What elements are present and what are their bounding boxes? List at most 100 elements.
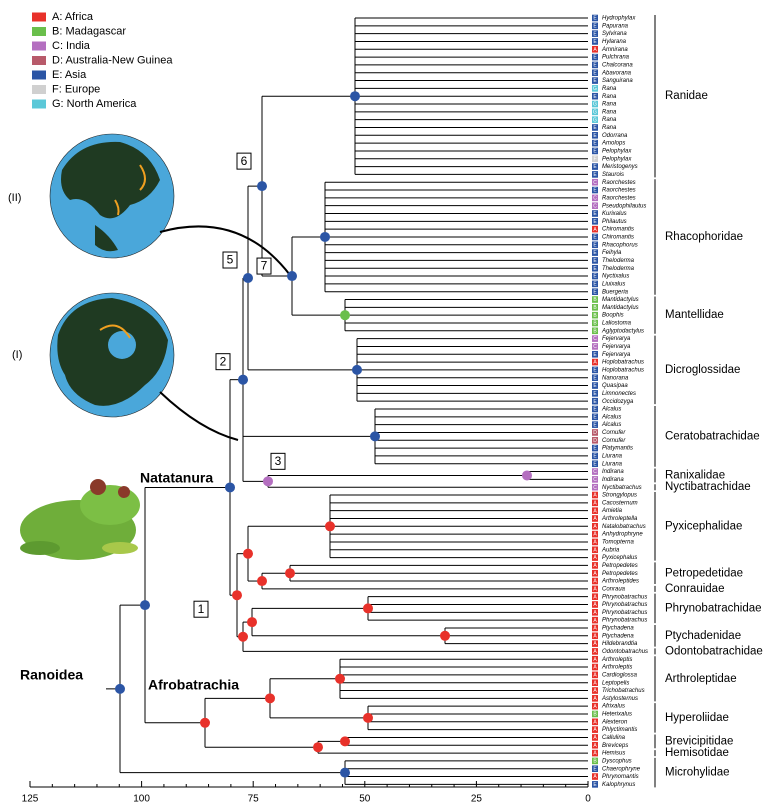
node-dot (257, 181, 267, 192)
family-name: Odontobatrachidae (665, 645, 763, 657)
taxon-name: Papurana (602, 23, 629, 29)
taxon-name: Callulina (602, 735, 626, 741)
taxon-name: Liurana (602, 453, 623, 459)
region-box (592, 116, 598, 123)
region-code: A (593, 626, 597, 632)
region-code: E (593, 250, 597, 256)
taxon-name: Raorchestes (602, 180, 636, 186)
taxon-name: Ptychadena (602, 633, 634, 639)
taxon-name: Hemisus (602, 751, 625, 757)
tick-label: 50 (359, 794, 371, 805)
region-box (592, 108, 598, 116)
region-box (592, 233, 598, 241)
taxon-name: Theloderma (602, 266, 635, 272)
taxon-name: Phrynomantis (602, 774, 639, 780)
region-box (592, 139, 598, 147)
taxon-name: Phrynobatrachus (602, 594, 647, 600)
region-box (592, 632, 598, 640)
region-box (592, 30, 598, 37)
taxon-name: Rana (602, 109, 617, 115)
region-box (592, 366, 598, 374)
taxon-name: Ptychadena (602, 626, 634, 632)
region-code: B (593, 328, 597, 334)
region-code: C (593, 195, 597, 201)
taxon-name: Fejervarya (602, 336, 631, 342)
family-name: Ptychadenidae (665, 630, 741, 642)
family-name: Mantellidae (665, 309, 724, 321)
region-box (592, 741, 598, 749)
region-box (592, 100, 598, 108)
region-code: A (593, 641, 597, 647)
region-box (592, 225, 598, 233)
region-box (592, 382, 598, 389)
region-box (592, 546, 598, 554)
region-code: E (593, 172, 597, 178)
taxon-name: Nanorana (602, 375, 629, 381)
region-box (592, 69, 598, 77)
taxon-name: Alexteron (601, 719, 628, 725)
region-code: E (593, 23, 597, 29)
node-dot (363, 603, 373, 614)
node-label-box (222, 251, 238, 269)
region-code: E (593, 454, 597, 460)
globe-ii (49, 133, 175, 259)
region-code: G (593, 102, 597, 108)
node-dot (363, 712, 373, 723)
taxon-name: Alcalus (601, 414, 621, 420)
region-code: A (593, 649, 597, 655)
taxon-name: Philautus (602, 219, 627, 225)
region-code: A (593, 610, 597, 616)
region-code: A (593, 774, 597, 780)
region-code: E (593, 782, 597, 788)
family-name: Hyperoliidae (665, 712, 729, 724)
taxon-name: Boophis (602, 313, 624, 319)
region-box (592, 319, 598, 327)
node-dot (313, 742, 323, 753)
node-dot (257, 576, 267, 587)
taxon-name: Laliostoma (602, 321, 632, 327)
taxon-name: Arthroleptis (601, 665, 632, 671)
region-box (592, 280, 598, 288)
taxon-name: Strongylopus (602, 493, 637, 499)
region-code: E (593, 414, 597, 420)
node-dot (340, 310, 350, 321)
region-code: G (593, 117, 597, 123)
region-box (592, 194, 598, 202)
region-box (592, 288, 598, 295)
region-box (592, 702, 598, 710)
family-name: Rhacophoridae (665, 231, 743, 243)
family-name: Conrauidae (665, 583, 724, 595)
node-label-box (270, 452, 286, 470)
region-code: E (593, 282, 597, 288)
region-box (592, 695, 598, 702)
region-box (592, 436, 598, 444)
region-code: D (593, 430, 597, 436)
region-code: A (593, 657, 597, 663)
tick-label: 0 (585, 794, 591, 805)
region-box (592, 616, 598, 624)
region-code: E (593, 63, 597, 69)
family-name: Ranidae (665, 90, 708, 102)
region-box (592, 687, 598, 694)
region-box (592, 507, 598, 514)
taxon-name: Afrixalus (601, 704, 625, 710)
taxon-name: Pyxicephalus (602, 555, 637, 561)
region-box (592, 483, 598, 491)
region-box (592, 249, 598, 256)
taxon-name: Rana (602, 117, 617, 123)
region-box (592, 38, 598, 45)
region-code: D (593, 438, 597, 444)
region-code: A (593, 555, 597, 561)
node-dot (200, 717, 210, 728)
node-dot (340, 767, 350, 778)
region-box (592, 264, 598, 272)
region-code: A (593, 751, 597, 757)
taxon-name: Phrynobatrachus (602, 610, 647, 616)
node-dot (285, 568, 295, 579)
family-name: Brevicipitidae (665, 735, 733, 747)
region-box (592, 538, 598, 546)
region-code: E (593, 16, 597, 22)
taxon-name: Heterixalus (602, 712, 632, 718)
region-code: A (593, 500, 597, 506)
